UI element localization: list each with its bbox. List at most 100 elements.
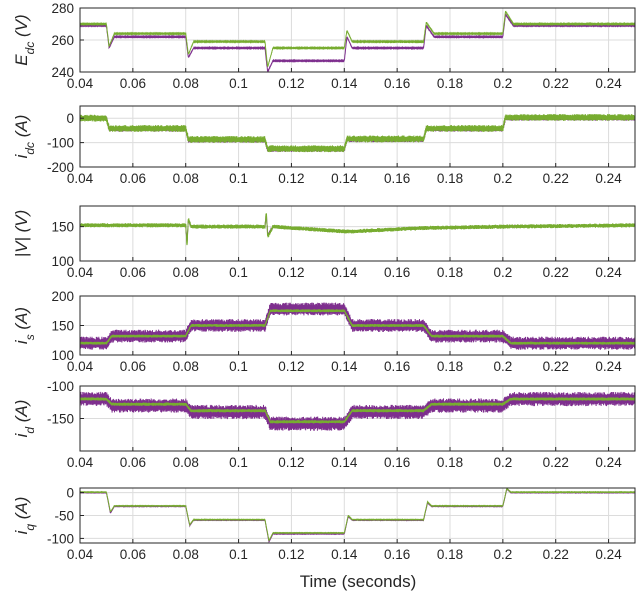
- x-tick-label: 0.16: [384, 547, 410, 562]
- series-line-purple: [80, 391, 635, 431]
- x-tick-label: 0.08: [173, 76, 199, 91]
- y-axis-label: id (A): [12, 400, 37, 438]
- x-tick-label: 0.1: [229, 547, 248, 562]
- x-tick-label: 0.12: [278, 455, 304, 470]
- x-tick-label: 0.06: [120, 171, 146, 186]
- y-tick-label: 280: [51, 1, 74, 16]
- y-tick-label: 100: [51, 348, 74, 363]
- x-tick-label: 0.14: [331, 547, 358, 562]
- x-tick-label: 0.18: [437, 76, 463, 91]
- series-group: [80, 114, 635, 153]
- x-tick-label: 0.2: [493, 359, 512, 374]
- y-tick-label: 0: [66, 111, 74, 126]
- series-group: [80, 391, 635, 431]
- series-line-green: [80, 10, 635, 68]
- x-tick-label: 0.12: [278, 547, 304, 562]
- y-axis-label: idc (A): [12, 115, 37, 159]
- x-tick-label: 0.06: [120, 359, 146, 374]
- x-tick-label: 0.06: [120, 76, 146, 91]
- x-tick-label: 0.22: [543, 265, 569, 280]
- x-tick-label: 0.06: [120, 265, 146, 280]
- x-tick-label: 0.08: [173, 359, 199, 374]
- x-tick-label: 0.08: [173, 455, 199, 470]
- series-line-green: [80, 488, 635, 542]
- x-tick-label: 0.22: [543, 76, 569, 91]
- series-line-green: [80, 397, 635, 424]
- panel-4: 0.04 0.06 0.08 0.1 0.12 0.14 0.16 0.18 0.2 0.22 0.…: [12, 289, 636, 374]
- axes-box: [79, 105, 636, 168]
- y-axis-label: Edc (V): [12, 14, 37, 65]
- x-tick-label: 0.08: [173, 547, 199, 562]
- panel-6: 0.04 0.06 0.08 0.1 0.12 0.14 0.16 0.18 0.2 0.22 0.…: [12, 486, 636, 562]
- y-tick-label: -50: [54, 509, 74, 524]
- x-tick-label: 0.16: [384, 76, 410, 91]
- x-tick-label: 0.22: [543, 359, 569, 374]
- y-axis-label: is (A): [12, 307, 37, 344]
- x-tick-label: 0.24: [595, 76, 622, 91]
- x-tick-label: 0.16: [384, 359, 410, 374]
- series-group: [80, 488, 635, 543]
- x-tick-label: 0.2: [493, 265, 512, 280]
- y-tick-label: -200: [47, 160, 74, 175]
- x-tick-label: 0.1: [229, 455, 248, 470]
- x-tick-label: 0.2: [493, 171, 512, 186]
- series-line-purple: [80, 302, 635, 350]
- x-tick-label: 0.18: [437, 359, 463, 374]
- y-tick-label: 240: [51, 65, 74, 80]
- x-tick-label: 0.16: [384, 455, 410, 470]
- x-tick-label: 0.14: [331, 76, 358, 91]
- y-tick-label: -100: [47, 531, 74, 546]
- x-tick-label: 0.22: [543, 455, 569, 470]
- x-tick-label: 0.18: [437, 547, 463, 562]
- x-tick-label: 0.22: [543, 171, 569, 186]
- panel-5: 0.04 0.06 0.08 0.1 0.12 0.14 0.16 0.18 0.2 0.22 0.…: [12, 379, 636, 470]
- y-tick-label: 150: [51, 319, 74, 334]
- panel-2: 0.04 0.06 0.08 0.1 0.12 0.14 0.16 0.18 0.2 0.22 0.…: [12, 105, 636, 186]
- x-tick-label: 0.14: [331, 265, 358, 280]
- y-tick-label: 150: [51, 220, 74, 235]
- y-axis-label: iq (A): [12, 497, 37, 535]
- x-tick-label: 0.12: [278, 265, 304, 280]
- x-tick-label: 0.1: [229, 171, 248, 186]
- x-tick-label: 0.14: [331, 171, 358, 186]
- x-tick-label: 0.18: [437, 455, 463, 470]
- y-tick-label: -100: [47, 379, 74, 394]
- x-tick-label: 0.18: [437, 265, 463, 280]
- axes-box: [79, 205, 636, 262]
- x-tick-label: 0.08: [173, 171, 199, 186]
- x-tick-label: 0.04: [67, 547, 94, 562]
- x-tick-label: 0.2: [493, 76, 512, 91]
- y-tick-label: 260: [51, 33, 74, 48]
- x-tick-label: 0.04: [67, 359, 94, 374]
- x-tick-label: 0.24: [595, 455, 622, 470]
- y-axis-label: |V| (V): [12, 210, 31, 258]
- x-tick-label: 0.2: [493, 455, 512, 470]
- x-tick-label: 0.06: [120, 547, 146, 562]
- panel-3: 0.04 0.06 0.08 0.1 0.12 0.14 0.16 0.18 0.2 0.22 0.…: [12, 205, 636, 280]
- x-tick-label: 0.14: [331, 455, 358, 470]
- panel-1: 0.04 0.06 0.08 0.1 0.12 0.14 0.16 0.18 0.2 0.22 0.…: [12, 1, 636, 91]
- y-tick-label: 200: [51, 289, 74, 304]
- x-tick-label: 0.24: [595, 171, 622, 186]
- x-tick-label: 0.14: [331, 359, 358, 374]
- series-group: [80, 10, 635, 72]
- x-tick-label: 0.12: [278, 171, 304, 186]
- x-tick-label: 0.2: [493, 547, 512, 562]
- x-tick-label: 0.1: [229, 76, 248, 91]
- x-tick-label: 0.16: [384, 171, 410, 186]
- y-tick-label: 100: [51, 254, 74, 269]
- series-group: [80, 302, 635, 350]
- x-tick-label: 0.04: [67, 76, 94, 91]
- y-tick-label: -150: [47, 412, 74, 427]
- y-tick-label: 0: [66, 486, 74, 501]
- x-axis-label: Time (seconds): [300, 572, 417, 591]
- x-tick-label: 0.1: [229, 265, 248, 280]
- series-line-green: [80, 114, 635, 153]
- x-tick-label: 0.24: [595, 547, 622, 562]
- y-tick-label: -100: [47, 136, 74, 151]
- x-tick-label: 0.04: [67, 265, 94, 280]
- x-tick-label: 0.08: [173, 265, 199, 280]
- series-line-purple: [80, 13, 635, 72]
- series-line-green: [80, 309, 635, 345]
